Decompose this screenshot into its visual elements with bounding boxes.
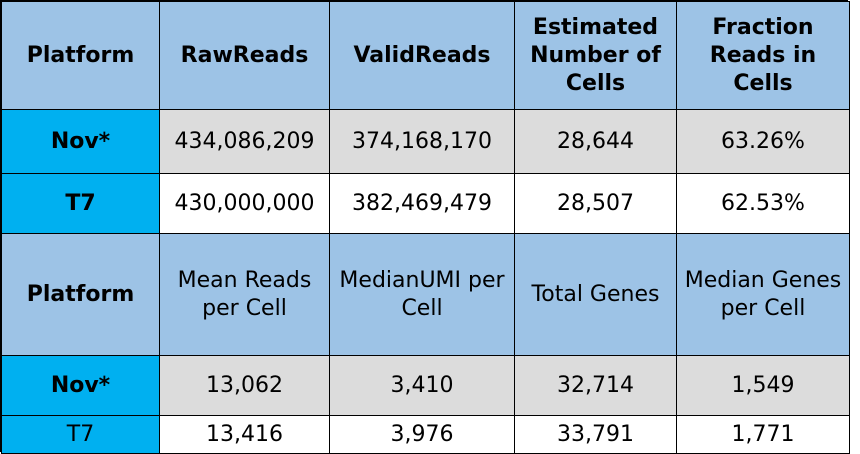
table-cell: 62.53% — [676, 173, 850, 234]
platform-cell: T7 — [1, 415, 160, 454]
table-cell: 13,416 — [159, 415, 330, 454]
table-cell: 33,791 — [514, 415, 677, 454]
table-row: T7 13,416 3,976 33,791 1,771 — [1, 415, 850, 454]
header-median-genes: Median Genes per Cell — [676, 233, 850, 356]
table-cell: 1,771 — [676, 415, 850, 454]
header-fraction-reads: Fraction Reads in Cells — [676, 1, 850, 110]
header-row-2: Platform Mean Reads per Cell MedianUMI p… — [1, 233, 850, 356]
table-cell: 382,469,479 — [329, 173, 515, 234]
header-valid-reads: ValidReads — [329, 1, 515, 110]
header-total-genes: Total Genes — [514, 233, 677, 356]
table-row: Nov* 13,062 3,410 32,714 1,549 — [1, 355, 850, 416]
table-row: T7 430,000,000 382,469,479 28,507 62.53% — [1, 173, 850, 234]
table-cell: 13,062 — [159, 355, 330, 416]
header-platform: Platform — [1, 1, 160, 110]
header-mean-reads: Mean Reads per Cell — [159, 233, 330, 356]
table-cell: 430,000,000 — [159, 173, 330, 234]
table-cell: 3,410 — [329, 355, 515, 416]
platform-cell: T7 — [1, 173, 160, 234]
table-cell: 32,714 — [514, 355, 677, 416]
table-cell: 1,549 — [676, 355, 850, 416]
header-platform: Platform — [1, 233, 160, 356]
header-estimated-cells: Estimated Number of Cells — [514, 1, 677, 110]
table-cell: 28,507 — [514, 173, 677, 234]
header-median-umi: MedianUMI per Cell — [329, 233, 515, 356]
platform-cell: Nov* — [1, 109, 160, 174]
platform-cell: Nov* — [1, 355, 160, 416]
table-cell: 434,086,209 — [159, 109, 330, 174]
table-cell: 374,168,170 — [329, 109, 515, 174]
table-cell: 28,644 — [514, 109, 677, 174]
table-row: Nov* 434,086,209 374,168,170 28,644 63.2… — [1, 109, 850, 174]
table-cell: 63.26% — [676, 109, 850, 174]
header-raw-reads: RawReads — [159, 1, 330, 110]
header-row-1: Platform RawReads ValidReads Estimated N… — [1, 1, 850, 110]
table-cell: 3,976 — [329, 415, 515, 454]
